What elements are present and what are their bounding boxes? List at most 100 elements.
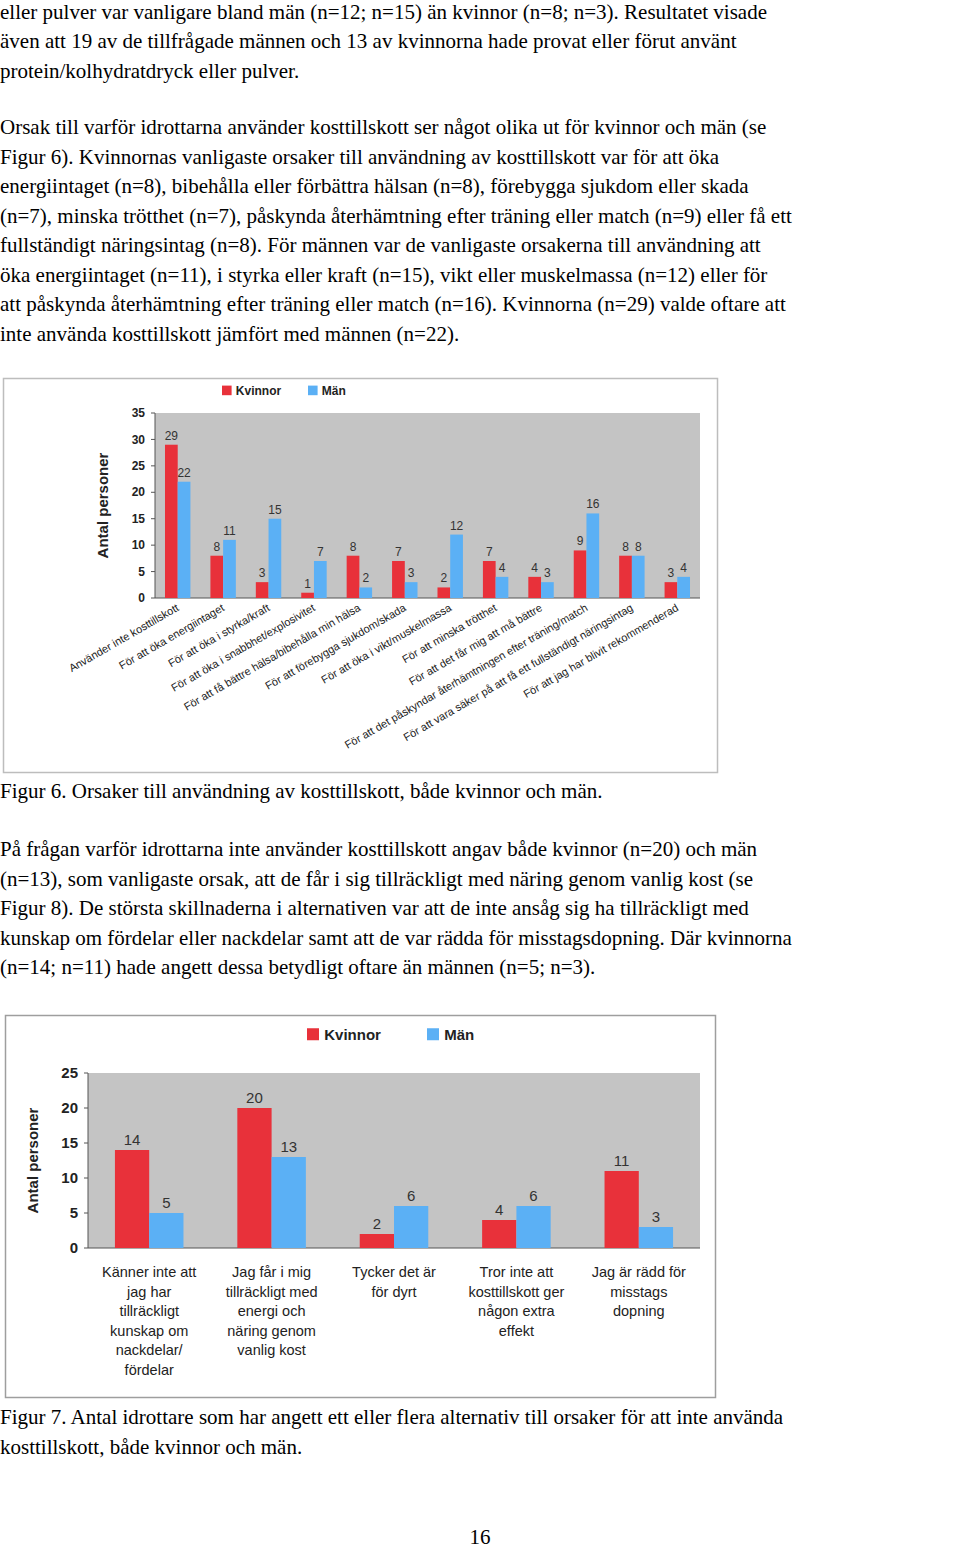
label-line: Jag får i mig — [232, 1264, 311, 1280]
label-line: Jag är rädd för — [592, 1264, 686, 1280]
x-tick-label: För att få bättre hälsa/bibehålla min hä… — [182, 601, 364, 713]
bar — [405, 582, 418, 598]
bar — [437, 587, 450, 598]
y-tick — [151, 492, 155, 493]
y-axis — [155, 413, 156, 598]
data-label: 8 — [350, 540, 357, 554]
bar — [360, 1234, 394, 1248]
label-line: för dyrt — [371, 1284, 416, 1300]
chart: KvinnorMän0510152025Antal personer142024… — [6, 1016, 716, 1398]
data-label: 7 — [395, 545, 402, 559]
data-label: 4 — [499, 561, 506, 575]
y-tick — [151, 598, 155, 599]
charts: KvinnorMän05101520253035Antal personer29… — [0, 0, 960, 1550]
chart: KvinnorMän05101520253035Antal personer29… — [4, 379, 718, 773]
text-line: även att 19 av de tillfrågade männen och… — [0, 27, 736, 57]
y-tick — [151, 413, 155, 414]
text-line: Figur 8). De största skillnaderna i alte… — [0, 894, 749, 924]
bar — [178, 482, 191, 598]
text-line: Figur 7. Antal idrottare som har angett … — [0, 1403, 783, 1433]
bar — [359, 587, 372, 598]
data-label: 20 — [246, 1089, 263, 1106]
y-tick-label: 10 — [132, 538, 146, 552]
y-axis-title: Antal personer — [24, 1107, 41, 1213]
text-line: Figur 6). Kvinnornas vanligaste orsaker … — [0, 143, 719, 173]
label-line: jag har — [126, 1284, 172, 1300]
bar — [394, 1206, 428, 1248]
legend-swatch — [222, 386, 232, 396]
y-tick — [84, 1213, 88, 1214]
y-tick-label: 25 — [132, 459, 146, 473]
data-label: 29 — [165, 429, 179, 443]
label-line: Tror inte att — [480, 1264, 554, 1280]
data-label: 2 — [373, 1215, 381, 1232]
bar — [237, 1108, 271, 1248]
bar — [619, 556, 632, 598]
data-label: 2 — [441, 571, 448, 585]
text-line: öka energiintaget (n=11), i styrka eller… — [0, 261, 767, 291]
bar — [639, 1227, 673, 1248]
label-line: tillräckligt — [119, 1303, 179, 1319]
text-line: (n=7), minska trötthet (n=7), påskynda å… — [0, 202, 792, 232]
bar — [210, 556, 223, 598]
bar — [541, 582, 554, 598]
text-line: Orsak till varför idrottarna använder ko… — [0, 113, 766, 143]
bar — [483, 561, 496, 598]
data-labels: 14202411513663 — [124, 1089, 660, 1232]
data-label: 4 — [531, 561, 538, 575]
label-line: Tycker det är — [352, 1264, 436, 1280]
bar — [516, 1206, 550, 1248]
data-label: 4 — [680, 561, 687, 575]
bar — [256, 582, 269, 598]
data-label: 7 — [486, 545, 493, 559]
plot-area — [88, 1073, 700, 1248]
label-line: nackdelar/ — [116, 1342, 184, 1358]
legend-swatch — [427, 1028, 439, 1040]
x-tick-label: För att jag har blivit rekommenderad — [521, 601, 680, 700]
y-tick-label: 5 — [70, 1204, 78, 1221]
y-tick — [84, 1108, 88, 1109]
label-line: effekt — [499, 1323, 534, 1339]
x-tick-label: Tycker det är för dyrt — [352, 1264, 436, 1300]
y-tick-label: 0 — [138, 591, 145, 605]
data-label: 8 — [213, 540, 220, 554]
bar — [149, 1213, 183, 1248]
y-tick-label: 25 — [61, 1064, 78, 1081]
data-label: 22 — [177, 466, 191, 480]
y-tick — [151, 571, 155, 572]
data-label: 8 — [622, 540, 629, 554]
data-label: 3 — [408, 566, 415, 580]
data-label: 12 — [450, 519, 464, 533]
text-line: fullständigt näringsintag (n=8). För män… — [0, 231, 761, 261]
x-axis — [155, 598, 700, 599]
y-tick-label: 15 — [132, 512, 146, 526]
y-tick — [151, 518, 155, 519]
y-tick-label: 35 — [132, 406, 146, 420]
bar — [347, 556, 360, 598]
y-tick-label: 20 — [61, 1099, 78, 1116]
x-tick-label: Jag får i migtillräckligt medenergi ochn… — [226, 1264, 318, 1358]
bar — [165, 445, 178, 598]
bar — [272, 1157, 306, 1248]
data-label: 11 — [614, 1152, 630, 1169]
label-line: Känner inte att — [102, 1264, 196, 1280]
y-tick — [84, 1073, 88, 1074]
text-line: inte använda kosttillskott jämfört med m… — [0, 320, 459, 350]
bar — [314, 561, 327, 598]
data-label: 3 — [668, 566, 675, 580]
plot-area — [155, 413, 700, 598]
y-axis-title: Antal personer — [94, 452, 111, 558]
legend-swatch — [307, 1028, 319, 1040]
bar — [392, 561, 405, 598]
data-label: 4 — [495, 1201, 503, 1218]
bar — [269, 519, 282, 598]
data-label: 5 — [162, 1194, 170, 1211]
y-tick — [84, 1248, 88, 1249]
data-label: 14 — [124, 1131, 141, 1148]
data-label: 1 — [304, 577, 311, 591]
y-tick-label: 0 — [70, 1239, 78, 1256]
bar — [574, 550, 587, 598]
text-line: (n=13), som vanligaste orsak, att de får… — [0, 865, 753, 895]
text-line: kosttillskott, både kvinnor och män. — [0, 1433, 302, 1463]
y-tick-label: 5 — [138, 565, 145, 579]
